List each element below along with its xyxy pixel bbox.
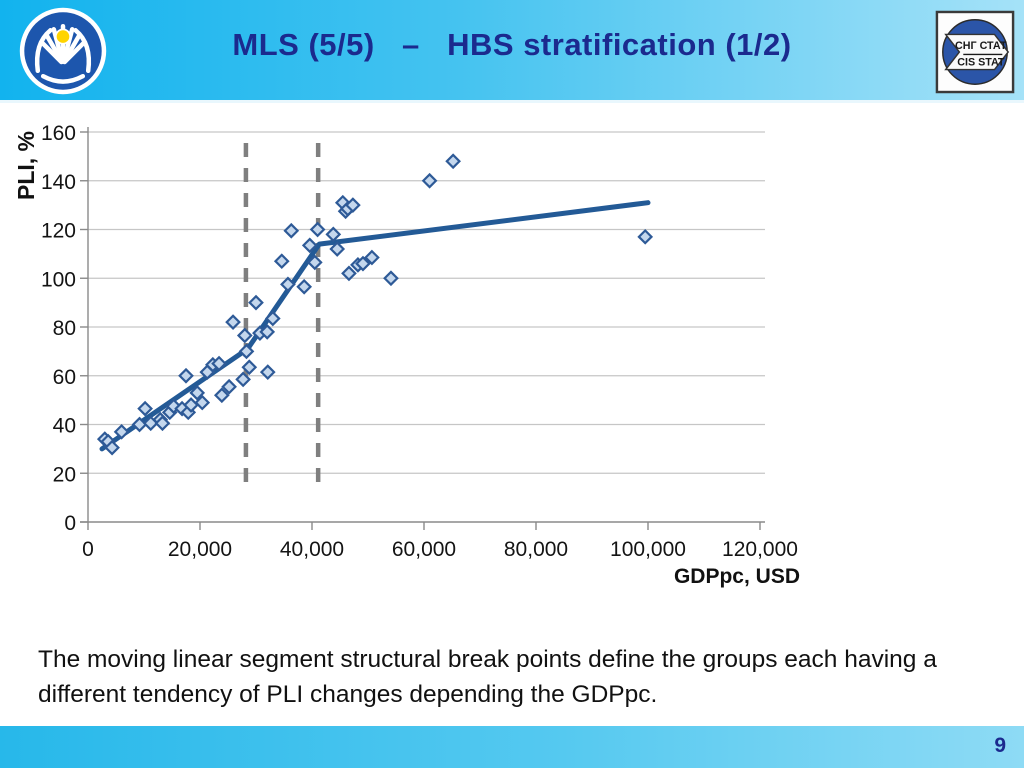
scatter-point [383, 270, 399, 287]
y-tick-label: 80 [53, 317, 76, 340]
emblem-sun [54, 28, 72, 45]
x-tick-label: 100,000 [610, 538, 686, 561]
scatter-point [238, 343, 255, 360]
scatter-point [345, 197, 361, 213]
scatter-point [221, 378, 237, 395]
scatter-point [213, 387, 230, 404]
scatter-point [309, 221, 326, 238]
scatter-point [236, 327, 253, 344]
emblem-cup [40, 73, 86, 84]
cis-stat-logo: СНГ СТАТ CIS STAT [935, 10, 1015, 94]
x-tick-label: 20,000 [168, 538, 232, 561]
scatter-point [273, 253, 290, 270]
scatter-point [104, 439, 120, 456]
scatter-point [296, 278, 313, 295]
slide-body-text: The moving linear segment structural bre… [38, 646, 937, 708]
scatter-point [235, 371, 251, 388]
cis-emblem-logo [19, 7, 107, 95]
scatter-point [137, 400, 153, 417]
logo-ribbon-arrow [944, 33, 1010, 71]
y-axis-title: PLI, % [13, 131, 39, 200]
scatter-point [283, 222, 300, 239]
scatter-point [189, 384, 206, 401]
y-tick-label: 60 [53, 366, 76, 389]
y-tick-label: 160 [41, 122, 76, 145]
scatter-point [131, 416, 148, 433]
scatter-point [211, 355, 227, 372]
scatter-point [445, 153, 461, 170]
y-tick-label: 120 [41, 220, 76, 243]
logo-text-ru: СНГ СТАТ [955, 40, 1007, 52]
chart-generated-content: 0 20 40 60 80 100 120 140 160 0 20,000 40,000 60,000… [41, 122, 798, 561]
scatter-point [248, 294, 264, 311]
y-tick-label: 100 [41, 268, 76, 291]
logo-text-en: CIS STAT [957, 57, 1005, 69]
scatter-point [280, 276, 296, 293]
scatter-point [306, 254, 323, 271]
emblem-hand-right [73, 28, 92, 74]
scatter-point [341, 265, 357, 282]
scatter-chart: 0 20 40 60 80 100 120 140 160 0 20,000 40,000 60,000… [13, 122, 800, 588]
x-axis-title: GDPpc, USD [674, 565, 800, 588]
x-tick-label: 80,000 [504, 538, 568, 561]
scatter-point [259, 324, 276, 340]
header-band [0, 0, 1024, 103]
scatter-point [355, 255, 371, 272]
page-number: 9 [994, 734, 1006, 757]
scatter-point [329, 241, 346, 257]
scatter-point [241, 359, 258, 376]
y-tick-label: 0 [64, 512, 76, 535]
slide-title: MLS (5/5) – HBS stratification (1/2) [232, 27, 792, 62]
scatter-point [154, 415, 171, 432]
scatter-point [301, 237, 318, 254]
scatter-point [194, 394, 211, 411]
x-tick-label: 120,000 [722, 538, 798, 561]
scatter-point [325, 226, 342, 243]
chart-area: 0 20 40 60 80 100 120 140 160 0 20,000 40,000 60,000… [0, 100, 1024, 620]
y-tick-label: 40 [53, 415, 76, 438]
scatter-point [165, 398, 182, 415]
x-tick-label: 60,000 [392, 538, 456, 561]
x-tick-label: 40,000 [280, 538, 344, 561]
trend-line [99, 200, 651, 452]
y-tick-label: 20 [53, 463, 76, 486]
footer-band [0, 726, 1024, 768]
scatter-point [113, 423, 130, 440]
emblem-hands-rays [40, 24, 86, 65]
scatter-point [264, 310, 281, 327]
scatter-point [364, 249, 380, 266]
scatter-point [259, 364, 276, 380]
scatter-point [637, 228, 654, 245]
emblem-hand-left [34, 28, 53, 74]
x-tick-label: 0 [82, 538, 94, 561]
scatter-point [225, 314, 241, 330]
scatter-point [421, 172, 438, 189]
scatter-point [178, 367, 194, 384]
y-tick-label: 140 [41, 171, 76, 194]
